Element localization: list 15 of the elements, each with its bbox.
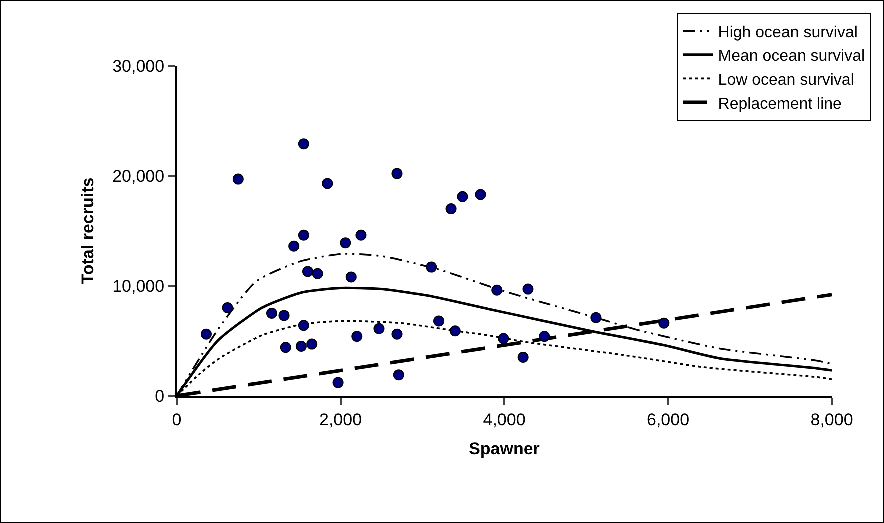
x-tick-label: 2,000 bbox=[319, 410, 362, 430]
x-tick-label: 0 bbox=[172, 410, 182, 430]
legend-label: High ocean survival bbox=[718, 24, 858, 42]
legend-label: Mean ocean survival bbox=[718, 48, 866, 66]
legend-label: Replacement line bbox=[718, 96, 842, 113]
legend-label: Low ocean survival bbox=[718, 72, 854, 89]
x-tick-label: 8,000 bbox=[810, 410, 854, 430]
y-tick-label: 0 bbox=[155, 386, 165, 406]
y-tick-label: 20,000 bbox=[112, 166, 165, 186]
x-tick-label: 4,000 bbox=[483, 410, 526, 430]
y-tick-label: 10,000 bbox=[112, 276, 165, 296]
y-axis-title: Total recruits bbox=[78, 178, 98, 284]
y-tick-label: 30,000 bbox=[112, 56, 165, 76]
x-axis-title: Spawner bbox=[469, 439, 540, 458]
x-tick-label: 6,000 bbox=[646, 410, 690, 430]
